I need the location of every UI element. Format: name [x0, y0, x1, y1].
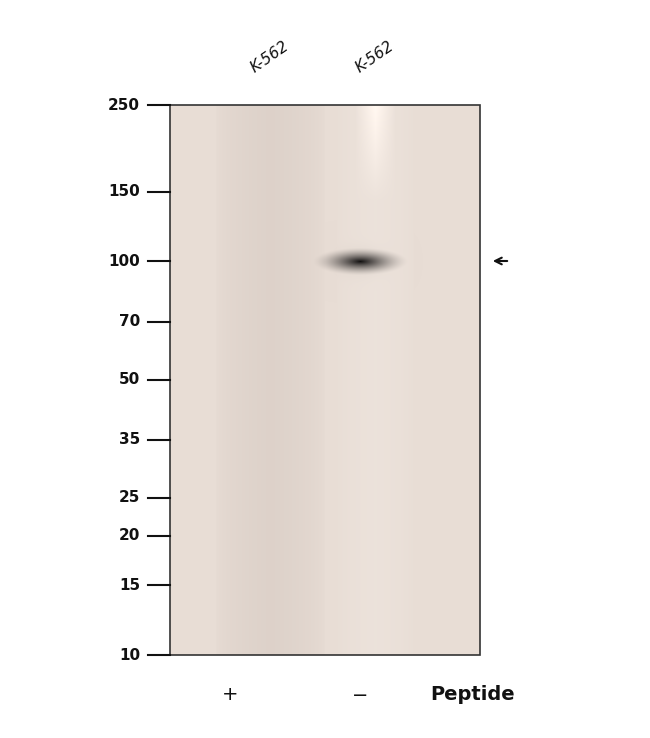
Text: 20: 20 — [118, 528, 140, 543]
Text: 25: 25 — [118, 491, 140, 506]
Text: −: − — [352, 686, 368, 705]
Text: +: + — [222, 686, 239, 705]
Text: 35: 35 — [119, 432, 140, 447]
Bar — [170, 105, 480, 655]
Text: 50: 50 — [119, 373, 140, 387]
Text: K-562: K-562 — [248, 38, 292, 75]
Text: Peptide: Peptide — [430, 686, 515, 705]
Text: 70: 70 — [119, 314, 140, 329]
Text: 15: 15 — [119, 578, 140, 593]
Text: 150: 150 — [109, 184, 140, 199]
Text: 100: 100 — [109, 253, 140, 269]
Text: 250: 250 — [108, 97, 140, 112]
Text: K-562: K-562 — [353, 38, 397, 75]
Text: 10: 10 — [119, 647, 140, 663]
